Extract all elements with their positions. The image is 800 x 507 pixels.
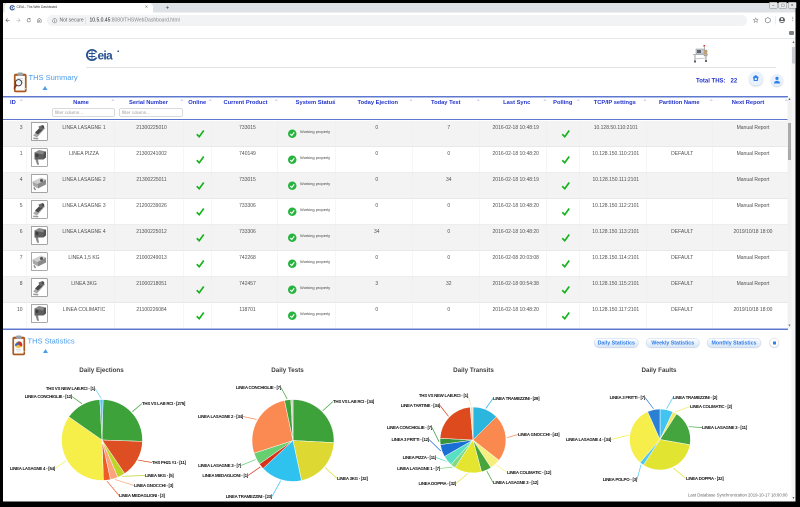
svg-text:eia: eia bbox=[98, 48, 114, 62]
